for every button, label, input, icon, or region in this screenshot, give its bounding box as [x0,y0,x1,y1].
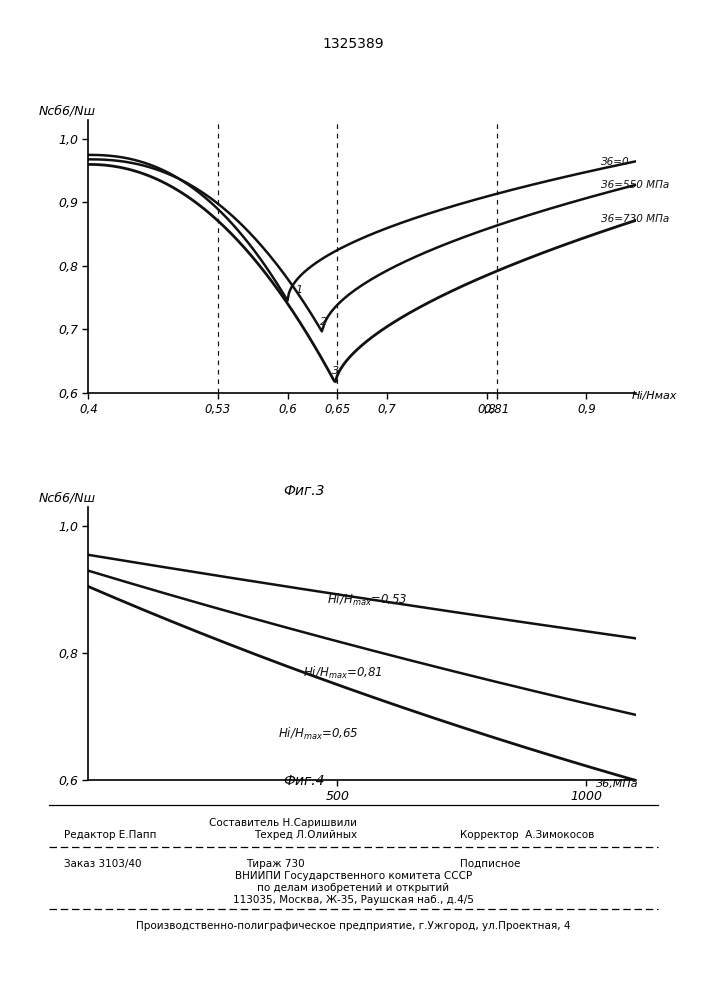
Text: Заказ 3103/40: Заказ 3103/40 [64,859,141,869]
Text: Производственно-полиграфическое предприятие, г.Ужгород, ул.Проектная, 4: Производственно-полиграфическое предприя… [136,921,571,931]
Text: Ncб6/Nш: Ncб6/Nш [39,492,96,505]
Text: 2: 2 [320,317,327,327]
Text: Фиг.3: Фиг.3 [284,484,325,498]
Text: Подписное: Подписное [460,859,520,869]
Text: 113035, Москва, Ж-35, Раушская наб., д.4/5: 113035, Москва, Ж-35, Раушская наб., д.4… [233,895,474,905]
Text: Фиг.4: Фиг.4 [284,774,325,788]
Text: 1: 1 [296,285,303,295]
Text: Корректор  А.Зимокосов: Корректор А.Зимокосов [460,830,594,840]
Text: 1325389: 1325389 [322,37,385,51]
Text: 3: 3 [332,366,339,376]
Text: Hi/H$_{\mathit{max}}$=0,53: Hi/H$_{\mathit{max}}$=0,53 [327,592,408,608]
Text: Ncб6/Nш: Ncб6/Nш [39,104,96,117]
Text: ВНИИПИ Государственного комитета СССР: ВНИИПИ Государственного комитета СССР [235,871,472,881]
Text: З6,МПа: З6,МПа [597,779,639,789]
Text: Составитель Н.Саришвили: Составитель Н.Саришвили [209,818,357,828]
Text: Hi/H$_{\mathit{max}}$=0,81: Hi/H$_{\mathit{max}}$=0,81 [303,665,382,681]
Text: Hi/H$_{\mathit{max}}$=0,65: Hi/H$_{\mathit{max}}$=0,65 [278,726,358,742]
Text: Редактор Е.Папп: Редактор Е.Папп [64,830,156,840]
Text: по делам изобретений и открытий: по делам изобретений и открытий [257,883,450,893]
Text: З6=550 МПа: З6=550 МПа [602,180,670,190]
Text: З6=730 МПа: З6=730 МПа [602,214,670,224]
Text: Техред Л.Олийных: Техред Л.Олийных [255,830,358,840]
Text: Hi/Hмах: Hi/Hмах [631,391,677,401]
Text: З6=0: З6=0 [602,157,630,167]
Text: Тираж 730: Тираж 730 [247,859,305,869]
